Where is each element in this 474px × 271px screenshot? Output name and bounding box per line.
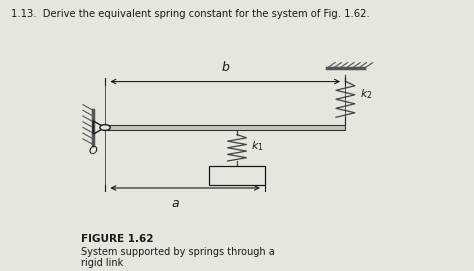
Text: 1.13.  Derive the equivalent spring constant for the system of Fig. 1.62.: 1.13. Derive the equivalent spring const… [11,9,370,19]
Text: $b$: $b$ [220,60,230,74]
Text: $k_2$: $k_2$ [359,87,372,101]
Text: $a$: $a$ [171,197,180,210]
Text: $m$: $m$ [230,169,244,182]
Text: FIGURE 1.62: FIGURE 1.62 [82,234,154,244]
Circle shape [100,125,110,130]
Bar [105,125,346,130]
Text: System supported by springs through a: System supported by springs through a [82,247,275,257]
Bar [209,166,265,185]
Text: $k_1$: $k_1$ [251,140,264,153]
Text: rigid link: rigid link [82,259,124,268]
Text: O: O [89,146,98,156]
